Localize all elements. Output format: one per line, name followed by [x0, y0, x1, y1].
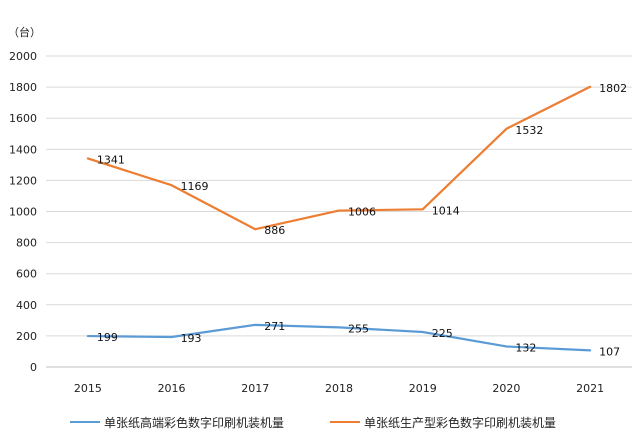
legend-label-series-2: 单张纸生产型彩色数字印刷机装机量: [364, 415, 557, 430]
data-label: 225: [432, 327, 453, 340]
y-tick-label: 1200: [9, 174, 37, 187]
data-label: 1169: [181, 180, 209, 193]
data-label: 193: [181, 332, 202, 345]
y-tick-label: 400: [16, 299, 37, 312]
data-label: 1341: [97, 153, 125, 166]
data-labels: 199 193 271 255 225 132 107 1341 1169 886 1006 1014…: [97, 82, 627, 359]
y-tick-label: 600: [16, 268, 37, 281]
y-tick-label: 200: [16, 330, 37, 343]
legend: 单张纸高端彩色数字印刷机装机量 单张纸生产型彩色数字印刷机装机量: [0, 410, 641, 434]
legend-swatch-series-2: [330, 421, 360, 423]
x-tick-label: 2015: [74, 382, 102, 395]
x-axis-ticks: 2015 2016 2017 2018 2019 2020 2021: [74, 382, 604, 395]
y-axis-ticks: 0 200 400 600 800 1000 1200 1400 1600 1800 2000: [9, 50, 37, 374]
y-tick-label: 1000: [9, 206, 37, 219]
series-lines: [86, 85, 592, 352]
data-label: 199: [97, 331, 118, 344]
legend-item-series-1: 单张纸高端彩色数字印刷机装机量: [70, 410, 284, 434]
data-label: 1014: [432, 204, 460, 217]
legend-swatch-series-1: [70, 421, 100, 423]
data-label: 1802: [599, 82, 627, 95]
data-label: 107: [599, 345, 620, 358]
series-line-2: [86, 85, 592, 231]
x-tick-label: 2017: [241, 382, 269, 395]
data-label: 132: [515, 341, 536, 354]
data-label: 1006: [348, 206, 376, 219]
y-tick-label: 1400: [9, 143, 37, 156]
y-tick-label: 0: [30, 361, 37, 374]
data-label: 886: [264, 224, 285, 237]
data-label: 271: [264, 320, 285, 333]
y-tick-label: 2000: [9, 50, 37, 63]
y-tick-label: 1600: [9, 112, 37, 125]
data-label: 1532: [515, 124, 543, 137]
x-tick-label: 2016: [158, 382, 186, 395]
x-tick-label: 2019: [409, 382, 437, 395]
x-tick-label: 2020: [492, 382, 520, 395]
x-tick-label: 2021: [576, 382, 604, 395]
legend-item-series-2: 单张纸生产型彩色数字印刷机装机量: [330, 410, 556, 434]
series-line-1: [86, 323, 592, 352]
data-label: 255: [348, 322, 369, 335]
x-tick-label: 2018: [325, 382, 353, 395]
y-tick-label: 1800: [9, 81, 37, 94]
line-chart: （台） 0 200 400 600 800 1000 1200 1400 1600 1800 200…: [8, 25, 632, 395]
y-axis-unit-label: （台）: [8, 25, 41, 39]
legend-label-series-1: 单张纸高端彩色数字印刷机装机量: [104, 415, 285, 430]
y-tick-label: 800: [16, 237, 37, 250]
